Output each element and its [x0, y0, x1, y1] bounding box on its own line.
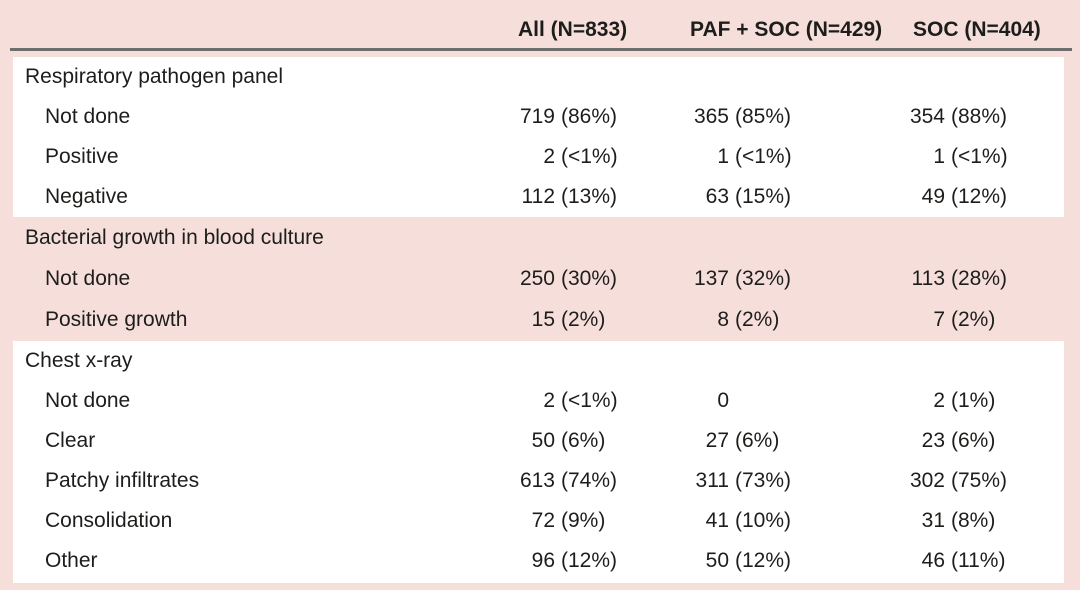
table-row: Positive 2 (<1%) 1 (<1%) 1 (<1%) [0, 137, 1080, 177]
table-row: Negative 112 (13%) 63 (15%) 49 (12%) [0, 177, 1080, 217]
cell-soc-count: 1 [933, 145, 945, 168]
cell-soc-count: 2 [933, 389, 945, 412]
cell-soc-count: 302 [909, 469, 945, 492]
cell-soc-pct: (1%) [951, 389, 996, 412]
cell-soc-count: 354 [909, 105, 945, 128]
cell-soc-pct: (6%) [951, 429, 996, 452]
cell-pafsoc-count: 365 [693, 105, 729, 128]
column-header-soc: SOC (N=404) [913, 18, 1041, 41]
table-row: Other 96 (12%) 50 (12%) 46 (11%) [0, 541, 1080, 581]
cell-pafsoc-count: 8 [717, 308, 729, 331]
row-label: Not done [45, 389, 131, 412]
row-label: Positive [45, 145, 119, 168]
cell-pafsoc-pct: (<1%) [735, 145, 792, 168]
column-header-all: All (N=833) [518, 18, 628, 41]
cell-all-pct: (13%) [561, 185, 618, 208]
cell-all-pct: (86%) [561, 105, 618, 128]
cell-soc-pct: (8%) [951, 509, 996, 532]
cell-all-pct: (<1%) [561, 389, 618, 412]
cell-soc-pct: (28%) [951, 267, 1008, 290]
header-rule [10, 48, 1072, 51]
cell-all-count: 96 [531, 549, 555, 572]
cell-soc-count: 31 [921, 509, 945, 532]
row-label: Not done [45, 267, 131, 290]
cell-all-pct: (12%) [561, 549, 618, 572]
section-respiratory-pathogen-panel: Respiratory pathogen panel Not done 719 … [0, 57, 1080, 217]
cell-soc-pct: (11%) [951, 549, 1006, 572]
table-row: Not done 250 (30%) 137 (32%) 113 (28%) [0, 258, 1080, 299]
table-row: Clear 50 (6%) 27 (6%) 23 (6%) [0, 421, 1080, 461]
cell-pafsoc-count: 63 [705, 185, 729, 208]
cell-pafsoc-pct: (32%) [735, 267, 792, 290]
section-header-row: Bacterial growth in blood culture [0, 217, 1080, 258]
section-label: Chest x-ray [25, 349, 133, 372]
cell-pafsoc-pct: (2%) [735, 308, 780, 331]
cell-all-count: 15 [531, 308, 555, 331]
table-row: Consolidation 72 (9%) 41 (10%) 31 (8%) [0, 501, 1080, 541]
cell-soc-pct: (88%) [951, 105, 1008, 128]
row-label: Consolidation [45, 509, 173, 532]
cell-pafsoc-count: 311 [695, 469, 729, 492]
cell-all-pct: (30%) [561, 267, 618, 290]
section-bacterial-growth: Bacterial growth in blood culture Not do… [0, 217, 1080, 341]
cell-soc-count: 113 [911, 267, 945, 290]
section-label: Respiratory pathogen panel [25, 65, 284, 88]
row-label: Clear [45, 429, 96, 452]
cell-soc-count: 7 [933, 308, 945, 331]
table-row: Patchy infiltrates 613 (74%) 311 (73%) 3… [0, 461, 1080, 501]
cell-all-count: 50 [531, 429, 555, 452]
cell-all-count: 613 [519, 469, 555, 492]
cell-pafsoc-count: 1 [717, 145, 729, 168]
cell-all-count: 2 [543, 145, 555, 168]
cell-soc-count: 49 [921, 185, 945, 208]
cell-pafsoc-pct: (85%) [735, 105, 792, 128]
cell-all-pct: (6%) [561, 429, 606, 452]
cell-all-count: 250 [519, 267, 555, 290]
cell-pafsoc-pct: (73%) [735, 469, 792, 492]
table-row: Not done 719 (86%) 365 (85%) 354 (88%) [0, 97, 1080, 137]
cell-soc-count: 46 [921, 549, 945, 572]
column-header-paf-soc: PAF + SOC (N=429) [690, 18, 883, 41]
cell-pafsoc-count: 41 [705, 509, 729, 532]
cell-all-count: 719 [519, 105, 555, 128]
cell-all-count: 2 [543, 389, 555, 412]
section-header-row: Chest x-ray [0, 341, 1080, 381]
cell-all-pct: (74%) [561, 469, 618, 492]
table-row: Positive growth 15 (2%) 8 (2%) 7 (2%) [0, 299, 1080, 340]
cell-pafsoc-pct: (10%) [735, 509, 792, 532]
section-header-row: Respiratory pathogen panel [0, 57, 1080, 97]
cell-all-count: 72 [531, 509, 555, 532]
row-label: Patchy infiltrates [45, 469, 200, 492]
cell-all-count: 112 [521, 185, 555, 208]
cell-pafsoc-pct: (6%) [735, 429, 780, 452]
row-label: Negative [45, 185, 128, 208]
cell-soc-pct: (<1%) [951, 145, 1008, 168]
cell-pafsoc-count: 50 [705, 549, 729, 572]
section-chest-xray: Chest x-ray Not done 2 (<1%) 0 2 (1%) Cl… [0, 341, 1080, 583]
cell-soc-pct: (75%) [951, 469, 1008, 492]
cell-all-pct: (<1%) [561, 145, 618, 168]
cell-all-pct: (9%) [561, 509, 606, 532]
table-header-row: All (N=833) PAF + SOC (N=429) SOC (N=404… [0, 0, 1080, 48]
cell-all-pct: (2%) [561, 308, 606, 331]
cell-pafsoc-count: 0 [717, 389, 729, 412]
cell-pafsoc-pct: (15%) [735, 185, 792, 208]
section-label: Bacterial growth in blood culture [25, 226, 324, 249]
row-label: Positive growth [45, 308, 188, 331]
row-label: Not done [45, 105, 131, 128]
cell-pafsoc-count: 137 [693, 267, 729, 290]
cell-pafsoc-count: 27 [705, 429, 729, 452]
cell-soc-pct: (2%) [951, 308, 996, 331]
table-row: Not done 2 (<1%) 0 2 (1%) [0, 381, 1080, 421]
cell-pafsoc-pct: (12%) [735, 549, 792, 572]
row-label: Other [45, 549, 98, 572]
cell-soc-count: 23 [921, 429, 945, 452]
cell-soc-pct: (12%) [951, 185, 1008, 208]
